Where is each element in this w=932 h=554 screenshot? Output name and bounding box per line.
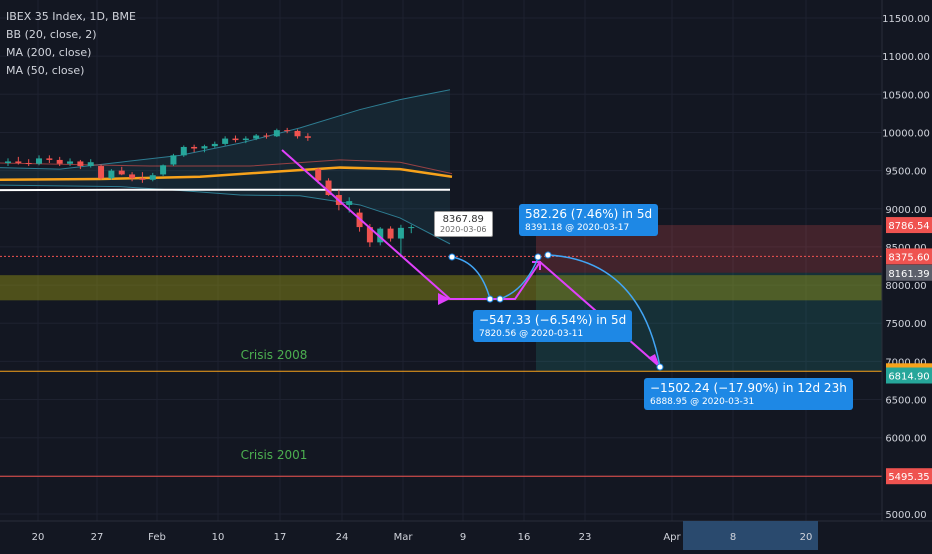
- time-tick-label: 16: [518, 532, 531, 543]
- candle-body: [5, 161, 11, 163]
- measure-point[interactable]: [497, 296, 503, 302]
- price-tick-label: 7500.00: [885, 319, 926, 330]
- candle-body: [129, 174, 135, 178]
- price-level-label: 8375.60: [888, 252, 929, 263]
- callout-sub: 6888.95 @ 2020-03-31: [650, 397, 847, 407]
- price-tooltip: 8367.89 2020-03-06: [434, 211, 493, 237]
- price-tick-label: 6500.00: [885, 396, 926, 407]
- measure-point[interactable]: [535, 254, 541, 260]
- annotation-label: Crisis 2008: [241, 348, 308, 362]
- candle-body: [232, 139, 238, 141]
- measure-point[interactable]: [657, 364, 663, 370]
- price-tick-label: 8000.00: [885, 281, 926, 292]
- candle-body: [346, 201, 352, 205]
- candle-body: [181, 147, 187, 155]
- candle-body: [170, 155, 176, 164]
- callout-sub: 8391.18 @ 2020-03-17: [525, 223, 652, 233]
- candle-body: [108, 171, 114, 179]
- candle-body: [67, 161, 73, 163]
- candle-body: [201, 146, 207, 148]
- candle-body: [253, 136, 259, 139]
- price-tick-label: 10000.00: [882, 128, 930, 139]
- price-level-label: 8786.54: [888, 221, 929, 232]
- price-tick-label: 11500.00: [882, 14, 930, 25]
- candle-body: [46, 158, 52, 160]
- measure-callout-down-1: −547.33 (−6.54%) in 5d 7820.56 @ 2020-03…: [473, 310, 632, 342]
- candle-body: [295, 131, 301, 136]
- price-tooltip-value: 8367.89: [440, 214, 487, 225]
- candle-body: [77, 161, 83, 166]
- callout-main: 582.26 (7.46%) in 5d: [525, 207, 652, 221]
- candle-body: [36, 158, 42, 163]
- price-tick-label: 9000.00: [885, 205, 926, 216]
- time-tick-label: 27: [91, 532, 104, 543]
- candle-body: [264, 136, 270, 137]
- annotation-label: Crisis 2001: [241, 448, 308, 462]
- candle-body: [150, 175, 156, 180]
- time-tick-label: 24: [336, 532, 349, 543]
- candle-body: [57, 160, 63, 164]
- time-tick-label: Feb: [148, 532, 166, 543]
- price-level-label: 6814.90: [888, 372, 929, 383]
- measure-point[interactable]: [487, 296, 493, 302]
- candle-body: [119, 171, 125, 175]
- time-tick-label: 23: [579, 532, 592, 543]
- legend-ma200[interactable]: MA (200, close): [6, 44, 136, 62]
- candle-body: [139, 178, 145, 180]
- measure-point[interactable]: [545, 252, 551, 258]
- measure-callout-up: 582.26 (7.46%) in 5d 8391.18 @ 2020-03-1…: [519, 204, 658, 236]
- callout-sub: 7820.56 @ 2020-03-11: [479, 329, 626, 339]
- candle-body: [160, 165, 166, 174]
- candle-body: [315, 169, 321, 180]
- time-tick-label: 9: [460, 532, 466, 543]
- time-tick-label: Mar: [394, 532, 414, 543]
- price-tick-label: 5000.00: [885, 510, 926, 521]
- candle-body: [15, 161, 21, 163]
- price-tooltip-date: 2020-03-06: [440, 225, 487, 234]
- legend-bb[interactable]: BB (20, close, 2): [6, 26, 136, 44]
- legend-title: IBEX 35 Index, 1D, BME: [6, 8, 136, 26]
- candle-body: [305, 136, 311, 138]
- price-tick-label: 11000.00: [882, 52, 930, 63]
- indicator-legend: IBEX 35 Index, 1D, BME BB (20, close, 2)…: [6, 8, 136, 80]
- bollinger-fill: [0, 90, 450, 244]
- time-tick-label: Apr: [663, 532, 681, 543]
- candle-body: [212, 144, 218, 146]
- time-tick-label: 10: [212, 532, 225, 543]
- price-tick-label: 6000.00: [885, 434, 926, 445]
- price-level-label: 8161.39: [888, 269, 929, 280]
- time-tick-label: 20: [800, 532, 813, 543]
- time-tick-label: 20: [32, 532, 45, 543]
- price-tick-label: 10500.00: [882, 90, 930, 101]
- candle-body: [191, 147, 197, 149]
- legend-ma50[interactable]: MA (50, close): [6, 62, 136, 80]
- candle-body: [222, 139, 228, 144]
- candle-body: [284, 130, 290, 131]
- time-tick-label: 8: [730, 532, 736, 543]
- candle-body: [98, 166, 104, 178]
- candle-body: [408, 227, 414, 228]
- candle-body: [398, 228, 404, 239]
- measure-point[interactable]: [449, 254, 455, 260]
- candle-body: [274, 130, 280, 136]
- candle-body: [388, 229, 394, 239]
- time-range-highlight: [683, 521, 818, 550]
- callout-main: −547.33 (−6.54%) in 5d: [479, 313, 626, 327]
- price-tick-label: 9500.00: [885, 167, 926, 178]
- candle-body: [243, 139, 249, 141]
- measure-callout-down-2: −1502.24 (−17.90%) in 12d 23h 6888.95 @ …: [644, 378, 853, 410]
- price-level-label: 5495.35: [888, 472, 929, 483]
- time-tick-label: 17: [274, 532, 287, 543]
- candle-body: [26, 163, 32, 164]
- callout-main: −1502.24 (−17.90%) in 12d 23h: [650, 381, 847, 395]
- candle-body: [88, 162, 94, 166]
